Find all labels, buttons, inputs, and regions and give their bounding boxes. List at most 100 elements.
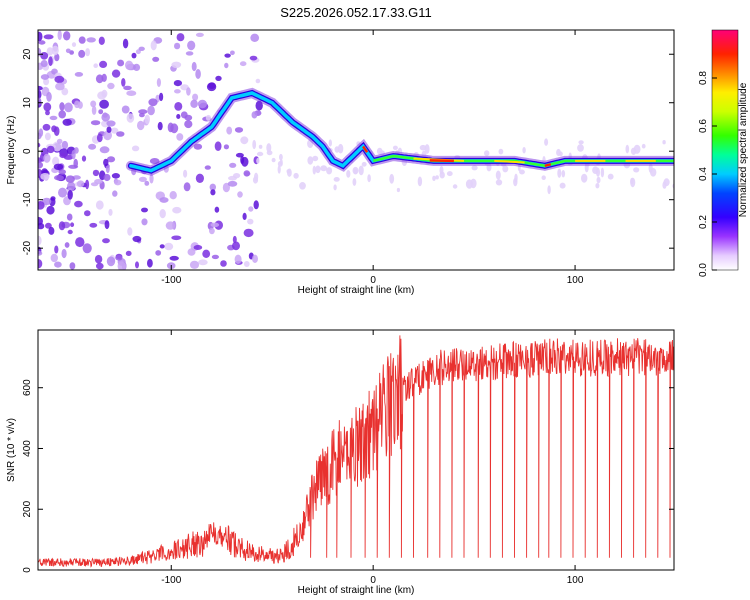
snr-ticks: -100 0 100 0 200 400 600 [22,330,674,586]
noise-blob [392,145,398,150]
noise-blob [103,173,111,182]
snr-ylabel: SNR (10 * v/v) [6,418,17,482]
noise-blob [75,237,85,248]
noise-blob [243,228,254,238]
noise-blob [630,177,634,185]
noise-blob [108,208,113,216]
noise-blob [65,48,71,54]
noise-blob [159,244,165,249]
noise-blob [62,118,72,126]
noise-blob [77,101,83,109]
noise-blob [114,179,122,186]
noise-blob [234,254,242,264]
noise-blob [117,59,125,67]
noise-blob [126,113,135,123]
noise-blob [46,145,55,154]
noise-blob [40,52,49,60]
noise-blob [74,200,83,208]
noise-blob [58,169,66,175]
ridge-core-red [544,163,552,168]
noise-blob [105,164,110,174]
noise-blob [85,179,90,190]
noise-blob [144,180,150,186]
noise-blob [192,93,199,102]
noise-blob [210,222,220,228]
noise-blob [38,250,43,256]
noise-blob [67,181,76,192]
figure-title: S225.2026.052.17.33.G11 [280,5,432,20]
noise-blob [352,166,359,175]
noise-blob [127,227,133,236]
noise-blob [514,173,518,183]
noise-blob [600,167,605,178]
noise-blob [171,235,182,241]
noise-blob [396,187,400,193]
noise-blob [159,92,164,102]
noise-blob [389,173,395,184]
noise-blob [64,102,73,113]
noise-blob [93,63,98,68]
noise-blob [56,138,63,144]
snr-marks [38,335,674,568]
noise-blob [159,209,166,219]
noise-blob [61,248,67,259]
noise-blob [307,156,314,165]
noise-blob [59,102,65,111]
ridge-core-red [429,159,454,163]
noise-blob [209,227,215,235]
noise-blob [547,185,551,195]
noise-blob [581,173,588,183]
noise-blob [101,73,107,82]
x-tick-label: -100 [161,275,181,286]
noise-blob [116,131,125,137]
noise-blob [99,146,110,154]
noise-blob [38,31,43,42]
noise-blob [333,177,340,182]
noise-blob [220,260,227,267]
noise-blob [43,34,54,40]
noise-blob [596,176,601,184]
noise-blob [38,128,44,137]
noise-blob [138,46,145,51]
noise-blob [149,173,154,184]
noise-blob [104,220,110,230]
noise-blob [78,49,86,58]
noise-blob [147,258,153,268]
noise-blob [38,90,42,99]
noise-blob [417,176,423,187]
noise-blob [471,165,478,171]
noise-blob [484,150,490,157]
noise-blob [607,173,614,180]
noise-blob [99,99,109,109]
noise-blob [90,120,101,126]
noise-blob [197,99,207,109]
noise-blob [85,48,90,57]
snr-panel: -100 0 100 0 200 400 600 Height of straight li… [6,329,675,596]
noise-blob [432,175,436,181]
noise-blob [211,254,219,260]
noise-blob [81,155,87,162]
noise-blob [71,42,77,47]
noise-blob [256,151,264,157]
noise-blob [53,126,60,136]
noise-blob [578,140,584,145]
noise-blob [94,254,103,264]
y-tick-label: 0 [22,567,33,573]
noise-blob [250,33,260,42]
noise-blob [98,109,104,115]
noise-blob [121,78,126,87]
noise-blob [193,143,203,150]
noise-blob [106,156,116,163]
noise-blob [195,32,204,38]
noise-blob [223,144,229,150]
noise-blob [419,144,427,151]
noise-blob [169,255,179,261]
noise-blob [46,205,55,215]
noise-blob [126,90,137,96]
noise-blob [229,162,237,168]
noise-blob [132,235,142,243]
spectrogram-ylabel: Frequency (Hz) [6,116,17,185]
noise-blob [174,102,183,111]
noise-blob [110,127,119,134]
